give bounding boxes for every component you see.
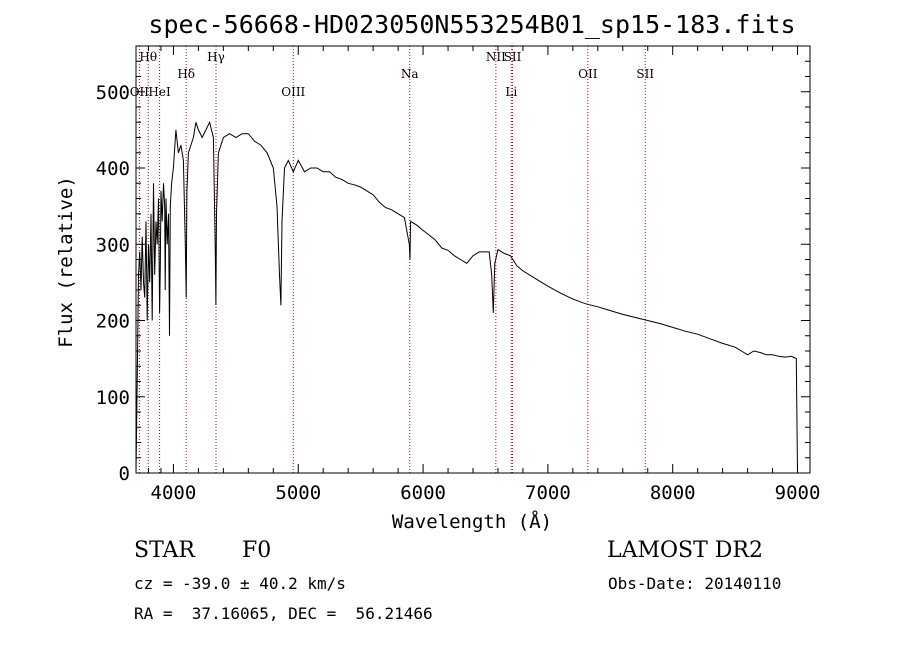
object-subclass: F0 [242,538,272,563]
x-axis-label: Wavelength (Å) [392,510,552,533]
y-tick-label: 100 [96,387,130,409]
emission-label-hei: HeI [148,85,171,99]
x-tick-label: 5000 [275,482,321,504]
survey-name: LAMOST DR2 [607,538,763,563]
redshift-cz: cz = -39.0 ± 40.2 km/s [134,574,346,593]
plot-frame [135,45,811,474]
y-tick-label: 300 [96,234,130,256]
x-tick-label: 8000 [650,482,696,504]
emission-label-oii: OII [578,67,598,81]
y-tick-label: 0 [119,463,130,485]
y-axis: 0 100 200 300 400 500 [96,45,810,485]
y-axis-label: Flux (relative) [55,176,77,348]
x-tick-label: 7000 [525,482,571,504]
y-tick-label: 200 [96,311,130,333]
emission-label-sii: SII [504,50,522,64]
x-tick-label: 4000 [151,482,197,504]
y-tick-label: 500 [96,82,130,104]
emission-label-oiii: OIII [281,85,305,99]
x-axis: 4000 5000 6000 7000 8000 9000 [147,46,821,504]
emission-label-hθ: Hθ [139,50,157,64]
x-tick-label: 9000 [775,482,821,504]
y-tick-label: 400 [96,158,130,180]
emission-label-na: Na [401,67,419,81]
object-class: STAR [134,538,195,563]
x-tick-label: 6000 [400,482,446,504]
spectrum-line [135,120,798,474]
emission-label-sii: SII [636,67,654,81]
emission-label-nii: NII [486,50,506,64]
emission-label-li: Li [505,85,517,99]
emission-label-hγ: Hγ [207,50,225,64]
coordinates: RA = 37.16065, DEC = 56.21466 [134,604,433,623]
emission-label-hδ: Hδ [177,67,195,81]
chart-title: spec-56668-HD023050N553254B01_sp15-183.f… [148,10,795,39]
observation-date: Obs-Date: 20140110 [608,574,782,593]
